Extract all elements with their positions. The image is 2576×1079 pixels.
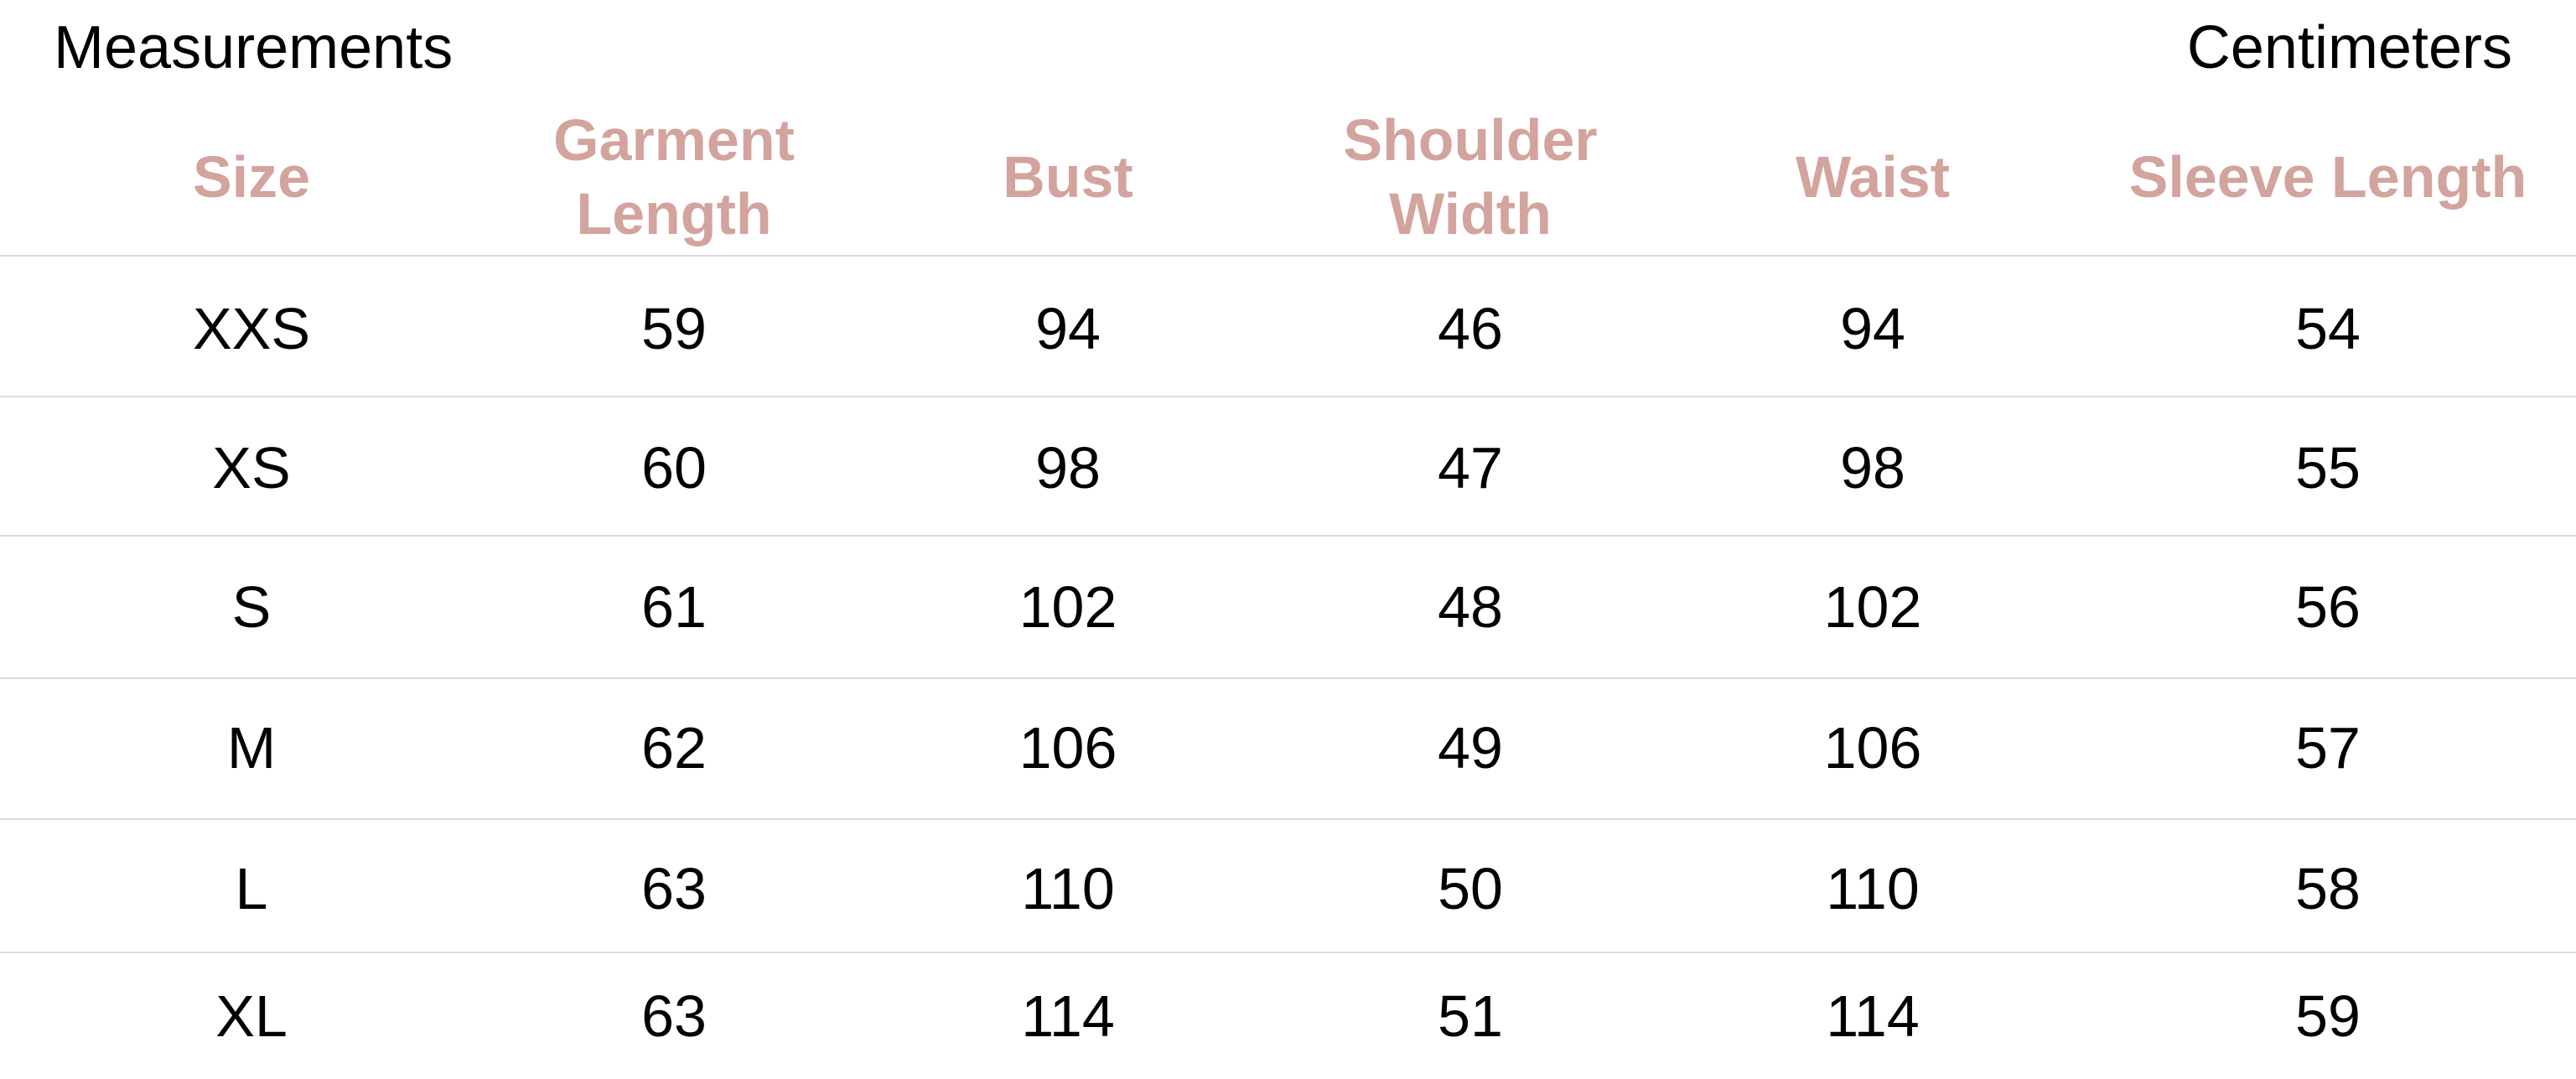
cell-garment-length: 60 [641,435,707,501]
cell-sleeve-length: 54 [2295,296,2361,361]
row-divider [0,677,2576,679]
cell-waist: 106 [1823,715,1922,781]
cell-waist: 94 [1840,296,1905,361]
cell-bust: 110 [1021,856,1115,921]
cell-size: XL [215,983,288,1049]
cell-shoulder-width: 49 [1438,715,1503,781]
cell-waist: 114 [1826,983,1920,1049]
cell-shoulder-width: 48 [1438,574,1503,640]
cell-bust: 106 [1018,715,1117,781]
cell-size: M [226,715,277,781]
cell-shoulder-width: 50 [1438,856,1503,921]
cell-garment-length: 59 [641,296,707,361]
cell-size: S [231,574,272,640]
cell-size: XS [212,435,291,501]
cell-waist: 102 [1823,574,1922,640]
column-header-garment-length: Garment Length [553,107,795,246]
cell-sleeve-length: 57 [2295,715,2361,781]
cell-sleeve-length: 56 [2295,574,2361,640]
cell-size: XXS [192,296,311,361]
cell-bust: 98 [1035,435,1101,501]
row-divider [0,255,2576,257]
cell-bust: 94 [1035,296,1101,361]
cell-garment-length: 62 [641,715,707,781]
column-header-bust: Bust [1003,144,1133,210]
cell-shoulder-width: 51 [1438,983,1503,1049]
cell-size: L [235,856,268,921]
cell-shoulder-width: 46 [1438,296,1503,361]
row-divider [0,396,2576,397]
row-divider [0,535,2576,537]
cell-bust: 114 [1021,983,1115,1049]
column-header-sleeve-length: Sleeve Length [2128,144,2527,210]
cell-bust: 102 [1018,574,1117,640]
cell-waist: 110 [1826,856,1920,921]
row-divider [0,818,2576,820]
cell-sleeve-length: 55 [2295,435,2361,501]
cell-shoulder-width: 47 [1438,435,1503,501]
table-title: Measurements [54,14,454,81]
cell-waist: 98 [1840,435,1905,501]
column-header-size: Size [192,144,311,210]
row-divider [0,952,2576,953]
cell-garment-length: 63 [641,983,707,1049]
cell-garment-length: 61 [641,574,707,640]
cell-garment-length: 63 [641,856,707,921]
column-header-waist: Waist [1795,144,1951,210]
cell-sleeve-length: 59 [2295,983,2361,1049]
column-header-shoulder-width: Shoulder Width [1343,107,1598,246]
cell-sleeve-length: 58 [2295,856,2361,921]
unit-label: Centimeters [2186,14,2512,81]
